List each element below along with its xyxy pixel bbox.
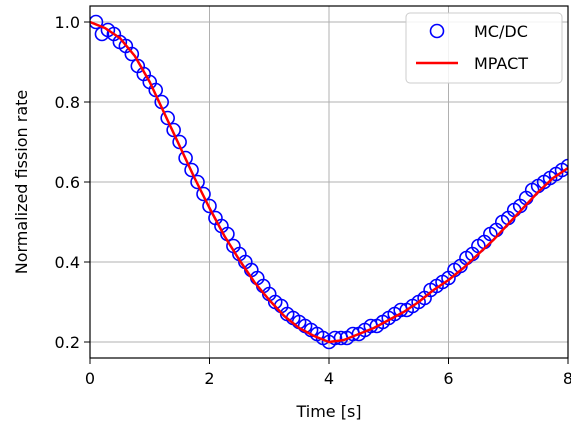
mcdc-point: [166, 122, 181, 138]
mcdc-point: [190, 174, 205, 190]
mcdc-point: [124, 46, 140, 62]
x-tick-label: 0: [85, 369, 95, 388]
x-tick-label: 8: [563, 369, 571, 388]
y-tick-label: 0.8: [55, 93, 80, 112]
mcdc-point: [160, 110, 175, 126]
y-axis-label: Normalized fission rate: [12, 90, 31, 275]
x-tick-label: 2: [204, 369, 214, 388]
y-tick-label: 0.4: [55, 253, 80, 272]
x-tick-label: 6: [443, 369, 453, 388]
mcdc-point: [560, 158, 568, 174]
mcdc-point: [90, 14, 104, 30]
legend-box: [405, 12, 563, 84]
legend-label-mpact: MPACT: [474, 54, 528, 73]
x-tick-label: 4: [324, 369, 334, 388]
legend-marker-mcdc: [429, 23, 445, 39]
axis-ticks: 0 2 4 6 8 0.2 0.4 0.6 0.8 1.0: [55, 13, 571, 388]
y-tick-label: 0.2: [55, 333, 80, 352]
mcdc-point: [196, 186, 211, 202]
series-layer: [90, 14, 568, 350]
mcdc-point: [202, 198, 217, 214]
mcdc-point: [184, 162, 199, 178]
y-tick-label: 0.6: [55, 173, 80, 192]
mpact-line: [90, 20, 568, 344]
y-tick-label: 1.0: [55, 13, 80, 32]
legend-label-mcdc: MC/DC: [474, 22, 528, 41]
legend: MC/DC MPACT: [405, 12, 563, 84]
mcdc-point: [178, 150, 193, 166]
mcdc-point: [327, 330, 343, 346]
x-axis-label: Time [s]: [295, 402, 361, 421]
